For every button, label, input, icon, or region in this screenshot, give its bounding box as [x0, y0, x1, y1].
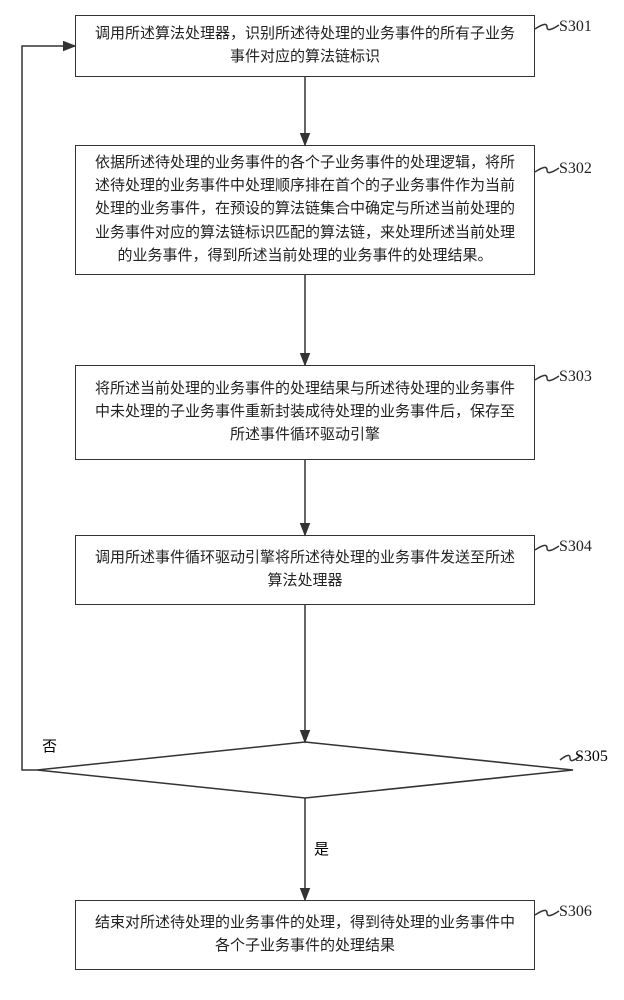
flow-node-s302: 依据所述待处理的业务事件的各个子业务事件的处理逻辑，将所述待处理的业务事件中处理… [75, 145, 535, 275]
flow-node-s304: 调用所述事件循环驱动引擎将所述待处理的业务事件发送至所述算法处理器 [75, 535, 535, 605]
flow-node-s303: 将所述当前处理的业务事件的处理结果与所述待处理的业务事件中未处理的子业务事件重新… [75, 365, 535, 460]
node-text: 调用所述事件循环驱动引擎将所述待处理的业务事件发送至所述算法处理器 [90, 547, 520, 594]
step-label-s301: S301 [559, 18, 592, 36]
node-text: 依据所述待处理的业务事件的各个子业务事件的处理逻辑，将所述待处理的业务事件中处理… [90, 152, 520, 268]
step-label-s305: S305 [575, 748, 608, 766]
step-label-s302: S302 [559, 160, 592, 178]
label-connector-0 [535, 24, 559, 29]
flow-node-s301: 调用所述算法处理器，识别所述待处理的业务事件的所有子业务事件对应的算法链标识 [75, 15, 535, 77]
node-text: 调用所述算法处理器，识别所述待处理的业务事件的所有子业务事件对应的算法链标识 [90, 23, 520, 70]
step-label-s306: S306 [559, 903, 592, 921]
label-connector-1 [535, 167, 559, 172]
decision-text: 判断所述待处理的业务事件的所有子业务事件是否处理完成 [85, 760, 525, 781]
step-label-s304: S304 [559, 538, 592, 556]
yes-label: 是 [314, 838, 329, 859]
label-connector-3 [535, 545, 559, 550]
no-label: 否 [42, 735, 57, 756]
arrow-5 [22, 46, 75, 770]
node-text: 将所述当前处理的业务事件的处理结果与所述待处理的业务事件中未处理的子业务事件重新… [90, 378, 520, 448]
step-label-s303: S303 [559, 368, 592, 386]
node-text: 结束对所述待处理的业务事件的处理，得到待处理的业务事件中各个子业务事件的处理结果 [90, 912, 520, 959]
label-connector-2 [535, 375, 559, 380]
flow-node-s306: 结束对所述待处理的业务事件的处理，得到待处理的业务事件中各个子业务事件的处理结果 [75, 900, 535, 970]
label-connector-5 [535, 910, 559, 915]
